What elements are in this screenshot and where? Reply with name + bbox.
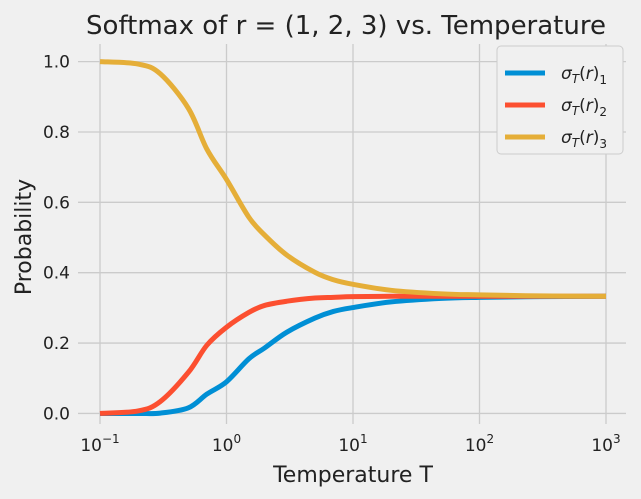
series-lines — [99, 59, 607, 417]
series-line-3 — [99, 59, 607, 299]
legend: σT(r)1 σT(r)2 σT(r)3 — [496, 45, 624, 155]
x-tick-label: 100 — [212, 432, 241, 456]
y-tick-label: 0.2 — [43, 334, 70, 354]
legend-items: σT(r)1 σT(r)2 σT(r)3 — [505, 64, 607, 151]
chart-title: Softmax of r = (1, 2, 3) vs. Temperature — [86, 11, 606, 41]
y-tick-label: 0.8 — [43, 123, 70, 143]
x-tick-labels: 10−1 100 101 102 103 — [80, 432, 620, 456]
y-tick-label: 0.4 — [43, 264, 70, 284]
x-axis-label: Temperature T — [272, 463, 433, 488]
x-tick-label: 10−1 — [80, 432, 119, 456]
legend-label-2: σT(r)2 — [561, 96, 607, 119]
y-tick-label: 0.0 — [43, 404, 70, 424]
x-tick-label: 102 — [465, 432, 494, 456]
y-tick-label: 0.6 — [43, 193, 70, 213]
x-tick-label: 103 — [591, 432, 620, 456]
x-tick-label: 101 — [338, 432, 367, 456]
legend-label-3: σT(r)3 — [561, 128, 607, 151]
y-axis-label: Probability — [12, 179, 37, 295]
y-tick-labels: 0.0 0.2 0.4 0.6 0.8 1.0 — [43, 53, 70, 425]
y-tick-label: 1.0 — [43, 53, 70, 73]
legend-label-1: σT(r)1 — [561, 64, 607, 87]
